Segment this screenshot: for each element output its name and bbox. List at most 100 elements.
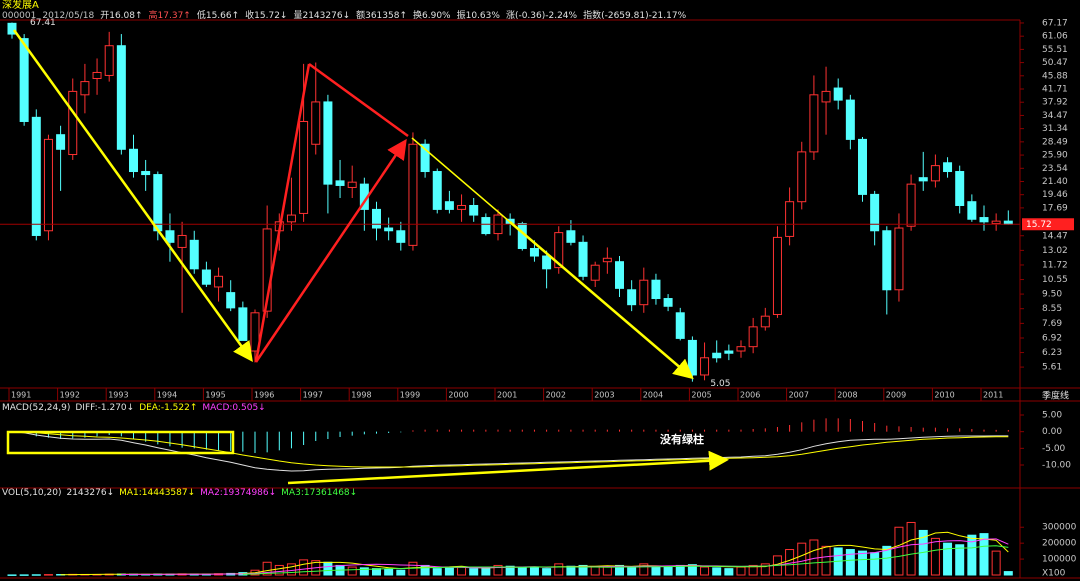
y-tick-label: 6.23 [1042, 348, 1062, 358]
y-tick-label: 5.61 [1042, 363, 1062, 373]
candle-body [153, 174, 163, 232]
candle-body [104, 45, 114, 76]
last-price-label: 15.72 [1026, 220, 1052, 230]
macd-annotation: 没有绿柱 [660, 432, 704, 446]
legend-item: 额361358↑ [356, 9, 407, 21]
x-tick-label: 1996 [254, 391, 274, 400]
volume-bar [700, 566, 710, 576]
candle-body [396, 230, 406, 243]
legend-item: MA3:17361468↓ [281, 488, 357, 498]
x-tick-label: 2011 [983, 391, 1003, 400]
candle-body [760, 315, 770, 328]
y-tick-label: 0.00 [1042, 427, 1062, 437]
candle-body [870, 193, 880, 232]
candle-body [372, 208, 381, 229]
legend-item: MA2:19374986↓ [200, 488, 276, 498]
x-tick-label: 2010 [934, 391, 954, 400]
y-tick-label: 100000 [1042, 555, 1077, 565]
candle-body [554, 232, 564, 269]
volume-ma-line [242, 545, 1009, 575]
x-tick-label: 1998 [351, 391, 371, 400]
volume-bar [687, 564, 697, 576]
candle-body [675, 312, 685, 339]
candle-body [663, 298, 673, 307]
candle-body [785, 201, 795, 237]
y-tick-label: 23.54 [1042, 164, 1068, 174]
y-tick-label: -5.00 [1042, 444, 1066, 454]
legend-item: 低15.66↑ [197, 9, 239, 21]
candle-body [129, 148, 138, 173]
volume-bar [736, 566, 746, 576]
stock-title: 深发展A [2, 0, 39, 11]
y-tick-label: 9.50 [1042, 290, 1062, 300]
volume-bar [639, 563, 649, 576]
volume-bar [967, 534, 977, 576]
vol-legend: VOL(5,10,20) 2143276↓ MA1:14443587↓ MA2:193… [2, 488, 357, 498]
candle-body [979, 217, 989, 223]
y-tick-label: 5.00 [1042, 411, 1062, 421]
volume-bar [845, 549, 855, 576]
candle-body [238, 307, 248, 341]
candle-body [858, 138, 867, 195]
candle-body [408, 143, 418, 246]
y-tick-label: 61.06 [1042, 32, 1068, 42]
candle-body [590, 264, 600, 281]
candle-body [736, 346, 746, 352]
candle-body [19, 38, 29, 122]
volume-bar [493, 564, 503, 576]
vol-unit: X100 [1042, 569, 1066, 579]
candle-body [918, 177, 928, 182]
candle-body [894, 227, 904, 291]
volume-bar [930, 537, 940, 576]
volume-bar [347, 566, 357, 576]
volume-bar [286, 563, 296, 576]
volume-bar [299, 559, 309, 576]
x-tick-label: 1994 [157, 391, 177, 400]
volume-bar [870, 552, 880, 576]
candle-body [955, 171, 965, 206]
legend-item: 指数(-2659.81)-21.17% [583, 9, 687, 21]
volume-bar [578, 564, 588, 576]
low-annotation: 5.05 [710, 379, 730, 389]
volume-bar [554, 563, 564, 576]
volume-bar [760, 563, 770, 576]
x-tick-label: 2009 [886, 391, 906, 400]
legend-item: 收15.72↓ [245, 9, 287, 21]
volume-bar [396, 569, 406, 576]
volume-bar [517, 566, 527, 576]
x-tick-label: 1999 [400, 391, 420, 400]
candle-body [821, 90, 831, 103]
volume-bar [274, 564, 284, 576]
x-tick-label: 1991 [11, 391, 31, 400]
x-tick-label: 2004 [643, 391, 663, 400]
candle-body [457, 204, 467, 210]
legend-item: MA1:14443587↓ [119, 488, 195, 498]
candle-body [700, 357, 710, 376]
volume-bar [1003, 571, 1013, 576]
y-tick-label: 55.51 [1042, 45, 1068, 55]
candle-body [991, 220, 1001, 225]
volume-bar [651, 565, 661, 576]
high-annotation: 67.41 [30, 18, 56, 28]
volume-bar [991, 550, 1001, 576]
y-tick-label: 50.47 [1042, 58, 1068, 68]
legend-item: DIFF:-1.270↓ [75, 403, 134, 413]
quote-line: 000001 2012/05/18 开16.08↑ 高17.37↑ 低15.66↑ 收15… [2, 9, 687, 21]
volume-bar [505, 565, 515, 576]
y-tick-label: 200000 [1042, 539, 1077, 549]
candle-body [43, 138, 53, 232]
volume-bar [882, 545, 892, 576]
candle-body [299, 120, 309, 214]
candle-body [481, 217, 491, 235]
x-tick-label: 2006 [740, 391, 760, 400]
candle-body [772, 236, 782, 315]
y-tick-label: 11.72 [1042, 260, 1068, 270]
candle-body [250, 312, 260, 352]
panel-label: MACD(52,24,9) [2, 403, 70, 413]
y-tick-label: 19.46 [1042, 190, 1068, 200]
candle-body [529, 247, 539, 257]
x-tick-label: 2008 [837, 391, 857, 400]
volume-bar [627, 567, 637, 576]
x-tick-label: 2000 [448, 391, 468, 400]
